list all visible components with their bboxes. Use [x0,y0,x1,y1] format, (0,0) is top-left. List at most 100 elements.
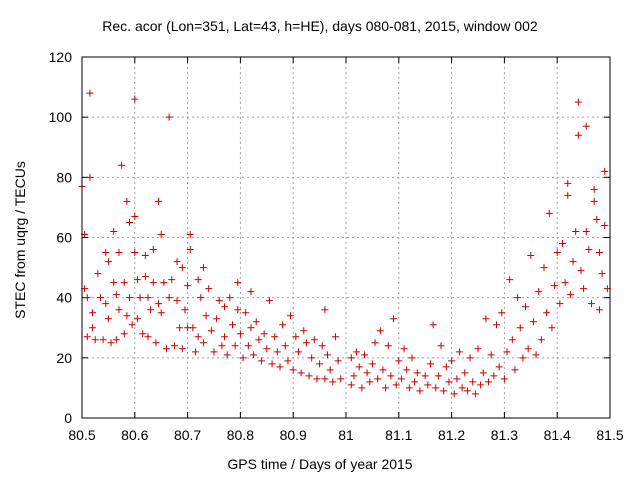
data-point [448,357,456,365]
data-point [585,246,593,254]
data-point [337,375,345,383]
data-point [221,333,229,341]
data-point [234,306,242,314]
data-point [131,95,139,103]
data-point [276,363,284,371]
data-point [508,336,516,344]
data-point [144,333,152,341]
y-tick-label: 80 [56,169,72,185]
y-tick-label: 100 [49,109,73,125]
data-point [403,366,411,374]
data-point [287,312,295,320]
data-point [577,267,585,275]
data-point [558,240,566,248]
data-point [432,384,440,392]
data-point [503,348,511,356]
data-point [165,294,173,302]
data-point [189,324,197,332]
data-point [218,342,226,350]
data-points [78,89,611,398]
data-point [205,285,213,293]
data-point [368,360,376,368]
data-point [387,372,395,380]
data-point [83,294,91,302]
data-point [313,375,321,383]
data-point [96,294,104,302]
data-point [207,327,215,335]
data-point [548,324,556,332]
data-point [279,321,287,329]
data-point [580,285,588,293]
data-point [83,333,91,341]
data-point [186,246,194,254]
data-point [416,387,424,395]
x-tick-label: 81.2 [438,427,465,443]
data-point [561,279,569,287]
data-point [242,309,250,317]
data-point [215,297,223,305]
data-point [252,318,260,326]
data-point [226,294,234,302]
data-point [426,360,434,368]
data-point [260,330,268,338]
data-point [300,327,308,335]
data-point [379,366,387,374]
data-point [540,264,548,272]
data-point [271,333,279,341]
data-point [458,384,466,392]
data-point [595,249,603,257]
data-point [371,339,379,347]
data-point [86,173,94,181]
data-point [139,330,147,338]
chart-title: Rec. acor (Lon=351, Lat=43, h=HE), days … [102,18,538,34]
data-point [595,306,603,314]
data-point [110,227,118,235]
data-point [347,354,355,362]
data-point [321,306,329,314]
data-point [334,357,342,365]
data-point [258,357,266,365]
data-point [392,381,400,389]
data-point [582,122,590,130]
data-point [194,333,202,341]
x-axis-label: GPS time / Days of year 2015 [227,456,413,472]
data-point [104,258,112,266]
data-point [453,375,461,383]
data-point [112,336,120,344]
data-point [450,390,458,398]
data-point [244,342,252,350]
data-point [355,363,363,371]
data-point [445,378,453,386]
data-point [461,369,469,377]
data-point [324,351,332,359]
x-tick-label: 81 [338,427,354,443]
data-point [199,339,207,347]
data-point [429,321,437,329]
data-point [168,276,176,284]
x-tick-label: 80.7 [174,427,201,443]
data-point [120,279,128,287]
data-point [221,303,229,311]
data-point [492,321,500,329]
data-point [147,306,155,314]
data-point [516,324,524,332]
data-point [236,330,244,338]
data-point [144,294,152,302]
data-point [123,197,131,205]
data-point [86,89,94,97]
data-point [199,264,207,272]
data-point [529,318,537,326]
data-point [247,288,255,296]
data-point [102,249,110,257]
data-point [321,375,329,383]
data-point [347,381,355,389]
y-tick-label: 60 [56,230,72,246]
data-point [170,342,178,350]
data-point [490,372,498,380]
data-point [118,161,126,169]
data-point [263,345,271,353]
data-point [479,369,487,377]
data-point [149,279,157,287]
data-point [474,345,482,353]
data-point [305,372,313,380]
